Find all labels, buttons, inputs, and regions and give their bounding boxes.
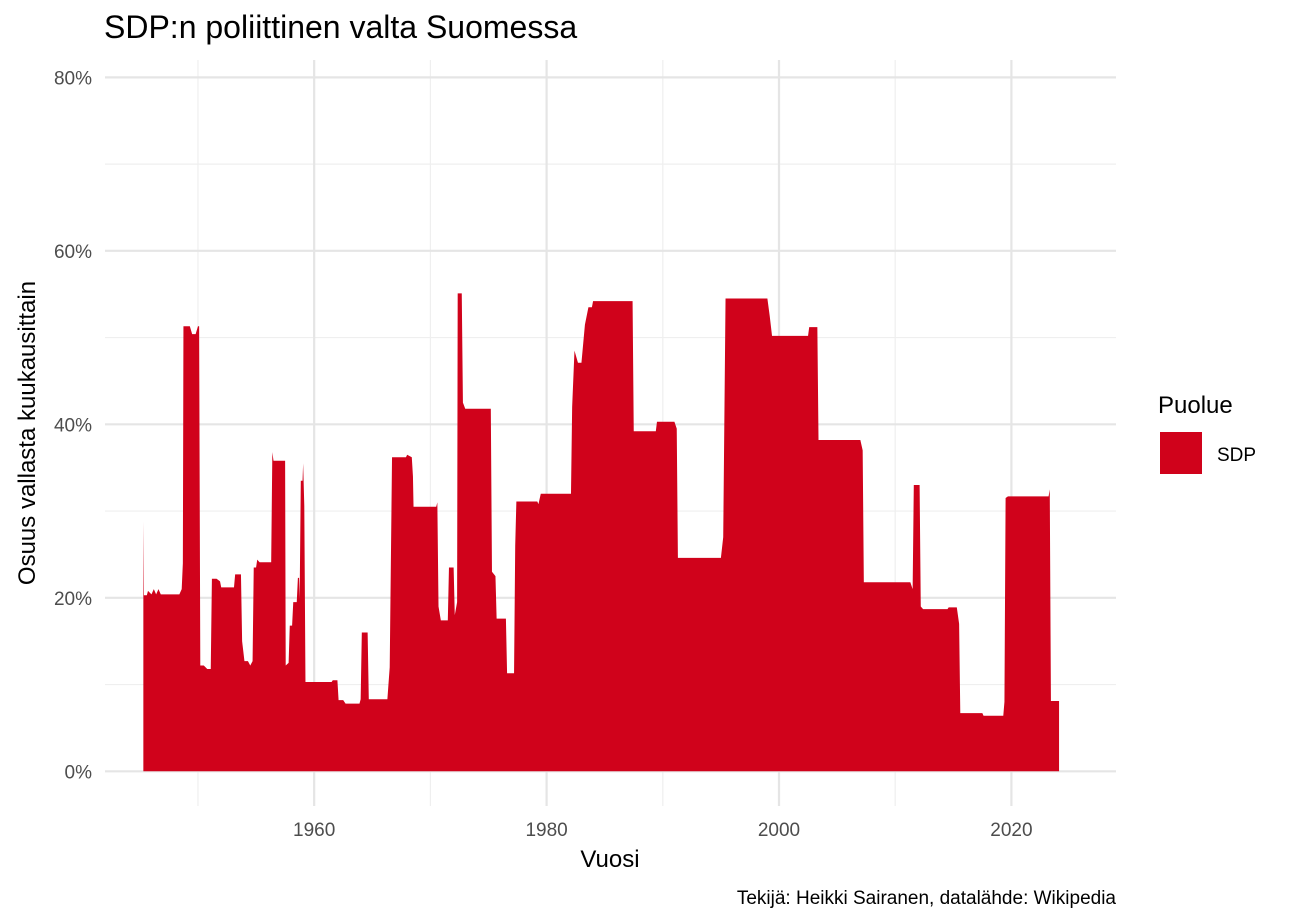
legend: Puolue SDP	[1158, 392, 1256, 474]
y-tick-label: 20%	[54, 589, 92, 610]
chart-caption: Tekijä: Heikki Sairanen, datalähde: Wiki…	[737, 888, 1117, 909]
y-tick-label: 60%	[54, 242, 92, 263]
x-tick-label: 2020	[990, 820, 1032, 841]
x-tick-label: 2000	[758, 820, 800, 841]
area-layer	[143, 293, 1060, 772]
x-axis-title: Vuosi	[580, 846, 639, 873]
legend-label-sdp: SDP	[1217, 445, 1256, 466]
legend-swatch-sdp	[1160, 432, 1202, 474]
y-tick-label: 40%	[54, 415, 92, 436]
chart-title: SDP:n poliittinen valta Suomessa	[104, 9, 577, 45]
x-tick-labels: 1960 1980 2000 2020	[293, 820, 1033, 841]
y-axis-title: Osuus vallasta kuukausittain	[14, 281, 41, 585]
y-tick-label: 80%	[54, 68, 92, 89]
legend-title: Puolue	[1158, 392, 1233, 419]
area-series-sdp	[143, 293, 1060, 772]
y-tick-label: 0%	[65, 762, 93, 783]
y-tick-labels: 0% 20% 40% 60% 80%	[54, 68, 92, 783]
x-tick-label: 1980	[525, 820, 567, 841]
x-tick-label: 1960	[293, 820, 335, 841]
